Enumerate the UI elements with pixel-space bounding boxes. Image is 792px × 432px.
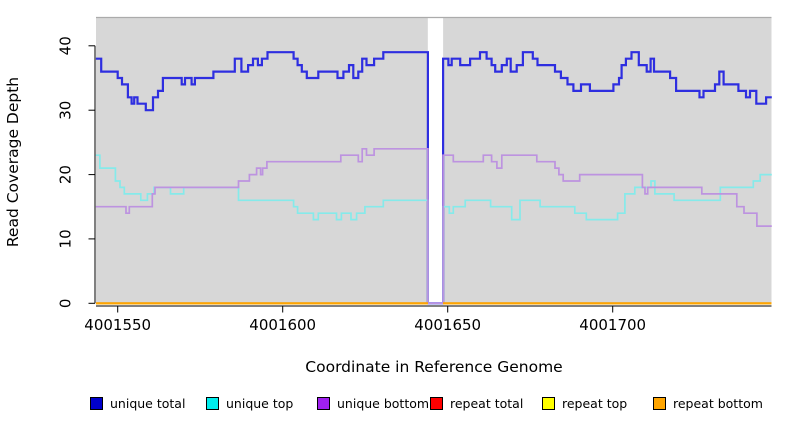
legend-item-unique-total: unique total (90, 395, 185, 411)
y-axis-title: Read Coverage Depth (4, 76, 22, 248)
legend-label: unique top (226, 395, 294, 411)
y-tick-label: 10 (57, 229, 75, 248)
y-tick-label: 0 (57, 299, 75, 309)
repeat-bottom-swatch-icon (653, 396, 666, 410)
coverage-gap (427, 17, 444, 305)
x-tick-label: 4001600 (249, 316, 316, 334)
x-tick-label: 4001650 (414, 316, 481, 334)
unique-bottom-swatch-icon (317, 396, 330, 410)
legend-item-repeat-bottom: repeat bottom (653, 395, 763, 411)
legend-label: repeat top (562, 395, 628, 411)
legend-label: repeat bottom (673, 395, 763, 411)
legend-item-unique-bottom: unique bottom (317, 395, 429, 411)
unique-total-swatch-icon (90, 396, 103, 410)
x-tick-label: 4001700 (579, 316, 646, 334)
legend-label: unique bottom (337, 395, 430, 411)
legend: unique total unique top unique bottom re… (0, 395, 792, 415)
repeat-total-swatch-icon (430, 396, 443, 410)
x-axis-title: Coordinate in Reference Genome (305, 358, 563, 376)
legend-item-repeat-top: repeat top (542, 395, 627, 411)
y-tick-label: 20 (57, 165, 75, 184)
legend-item-unique-top: unique top (206, 395, 293, 411)
panel-background (443, 17, 772, 305)
series-unique-bottom (95, 147, 772, 305)
unique-top-swatch-icon (206, 396, 219, 410)
y-tick-label: 40 (57, 36, 75, 55)
legend-label: unique total (110, 395, 186, 411)
repeat-top-swatch-icon (542, 396, 555, 410)
y-tick-label: 30 (57, 101, 75, 120)
legend-item-repeat-total: repeat total (430, 395, 523, 411)
x-tick-label: 4001550 (84, 316, 151, 334)
series-unique-total (95, 51, 772, 305)
legend-label: repeat total (450, 395, 524, 411)
